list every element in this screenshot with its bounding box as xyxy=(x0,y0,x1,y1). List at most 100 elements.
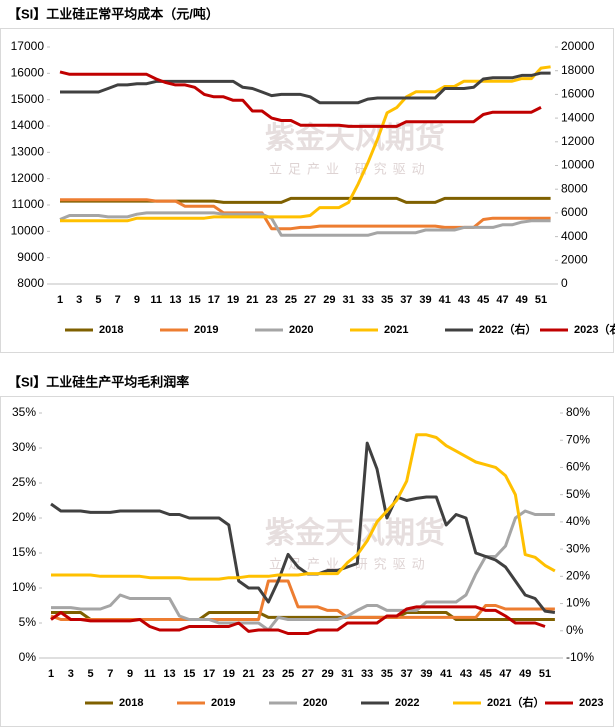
y-tick-label: 8000 xyxy=(17,276,44,290)
y2-tick-label: 8000 xyxy=(561,181,588,195)
series-line xyxy=(60,65,551,223)
legend-label: 2023（右） xyxy=(574,322,615,336)
x-tick-label: 45 xyxy=(477,294,489,306)
y-tick-label: 35% xyxy=(12,405,36,419)
y-tick-label: 9000 xyxy=(17,250,44,264)
y2-tick-label: 0 xyxy=(561,276,568,290)
x-tick-label: 19 xyxy=(223,668,235,680)
x-tick-label: 13 xyxy=(169,294,181,306)
x-tick-label: 15 xyxy=(189,294,201,306)
x-tick-label: 43 xyxy=(458,294,470,306)
x-tick-label: 49 xyxy=(516,294,528,306)
x-tick-label: 5 xyxy=(87,668,93,680)
series-line xyxy=(60,71,551,105)
y-tick-label: 10% xyxy=(12,580,36,594)
series-line xyxy=(59,70,542,128)
y-tick-label: 11000 xyxy=(12,197,45,211)
y-tick-label: 15% xyxy=(12,545,36,559)
x-tick-label: 35 xyxy=(381,668,393,680)
x-tick-label: 9 xyxy=(134,294,140,306)
y2-tick-label: 50% xyxy=(566,487,590,501)
x-tick-label: 11 xyxy=(150,294,162,306)
x-tick-label: 1 xyxy=(57,294,63,306)
y2-tick-label: 2000 xyxy=(561,252,588,266)
y-tick-label: 17000 xyxy=(11,39,45,53)
legend-label: 2019 xyxy=(194,324,218,336)
x-tick-label: 33 xyxy=(362,294,374,306)
x-tick-label: 37 xyxy=(401,668,413,680)
y2-tick-label: 10000 xyxy=(561,158,595,172)
chart-frame xyxy=(0,28,614,353)
y2-tick-label: 18000 xyxy=(561,63,595,77)
x-tick-label: 23 xyxy=(266,294,278,306)
chart-title: 【SI】工业硅生产平均毛利润率 xyxy=(8,374,189,389)
legend-label: 2023 xyxy=(579,697,603,709)
x-tick-label: 7 xyxy=(115,294,121,306)
y2-tick-label: 6000 xyxy=(561,205,588,219)
watermark-sub: 立足产业 研究驱动 xyxy=(269,161,431,176)
x-tick-label: 3 xyxy=(76,294,82,306)
y2-tick-label: 40% xyxy=(566,514,590,528)
x-tick-label: 47 xyxy=(496,294,508,306)
y2-tick-label: 0% xyxy=(566,623,584,637)
y2-tick-label: 12000 xyxy=(561,134,595,148)
x-tick-label: 25 xyxy=(285,294,297,306)
chart-title: 【SI】工业硅正常平均成本（元/吨） xyxy=(8,6,219,21)
y2-tick-label: 30% xyxy=(566,541,590,555)
legend-label: 2020 xyxy=(303,697,327,709)
x-tick-label: 29 xyxy=(322,668,334,680)
legend-label: 2018 xyxy=(99,324,123,336)
x-tick-label: 47 xyxy=(499,668,511,680)
y2-tick-label: 20% xyxy=(566,569,590,583)
legend-label: 2020 xyxy=(289,324,313,336)
y-tick-label: 30% xyxy=(12,440,36,454)
x-tick-label: 15 xyxy=(183,668,195,680)
x-tick-label: 33 xyxy=(361,668,373,680)
series-line xyxy=(50,605,546,635)
y-tick-label: 0% xyxy=(19,650,37,664)
x-tick-label: 41 xyxy=(440,668,452,680)
x-tick-label: 23 xyxy=(262,668,274,680)
y-tick-label: 10000 xyxy=(11,224,45,238)
y2-tick-label: -10% xyxy=(566,650,594,664)
x-tick-label: 27 xyxy=(304,294,316,306)
x-tick-label: 39 xyxy=(420,668,432,680)
y2-tick-label: 4000 xyxy=(561,229,588,243)
series-line xyxy=(59,211,551,237)
x-tick-label: 25 xyxy=(282,668,294,680)
series-line xyxy=(51,509,555,632)
x-tick-label: 11 xyxy=(144,668,156,680)
y2-tick-label: 70% xyxy=(566,432,590,446)
x-tick-label: 1 xyxy=(48,668,54,680)
y-tick-label: 15000 xyxy=(11,92,45,106)
x-tick-label: 39 xyxy=(419,294,431,306)
series-line xyxy=(50,579,555,621)
y2-tick-label: 10% xyxy=(566,596,590,610)
x-tick-label: 17 xyxy=(208,294,220,306)
y2-tick-label: 14000 xyxy=(561,110,595,124)
x-tick-label: 29 xyxy=(323,294,335,306)
x-tick-label: 31 xyxy=(341,668,353,680)
x-tick-label: 41 xyxy=(439,294,451,306)
legend-label: 2021（右） xyxy=(487,695,544,709)
legend-label: 2021 xyxy=(384,324,408,336)
y-tick-label: 16000 xyxy=(11,66,45,80)
x-tick-label: 27 xyxy=(302,668,314,680)
y-tick-label: 13000 xyxy=(11,145,45,159)
x-tick-label: 17 xyxy=(203,668,215,680)
legend-label: 2022 xyxy=(395,697,419,709)
y2-tick-label: 60% xyxy=(566,460,590,474)
y2-tick-label: 80% xyxy=(566,405,590,419)
x-tick-label: 35 xyxy=(381,294,393,306)
x-tick-label: 7 xyxy=(107,668,113,680)
y-tick-label: 5% xyxy=(19,615,37,629)
x-tick-label: 21 xyxy=(246,294,258,306)
legend-label: 2019 xyxy=(211,697,235,709)
y-tick-label: 14000 xyxy=(11,118,45,132)
y-tick-label: 12000 xyxy=(11,171,45,185)
y2-tick-label: 16000 xyxy=(561,87,595,101)
x-tick-label: 21 xyxy=(242,668,254,680)
x-tick-label: 45 xyxy=(480,668,492,680)
series-line xyxy=(50,441,556,614)
